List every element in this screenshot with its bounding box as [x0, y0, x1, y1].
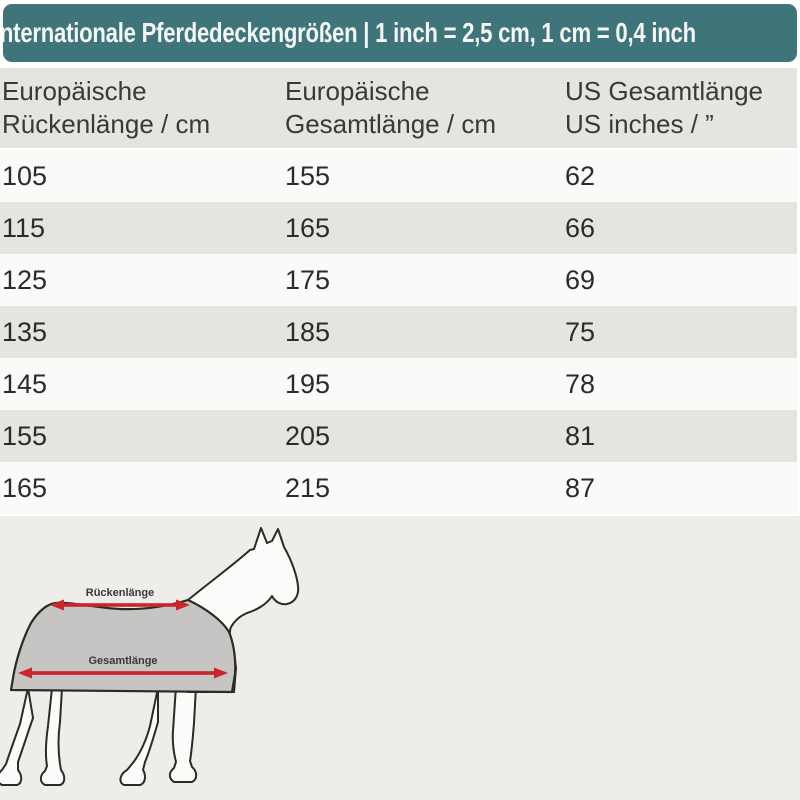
cell-us-inches: 87: [565, 472, 596, 503]
cell-total-length: 215: [285, 472, 331, 503]
cell-back-length: 165: [2, 472, 48, 503]
cell-us-inches: 62: [565, 160, 596, 191]
measurement-diagram-section: Rückenlänge Gesamtlänge: [0, 516, 800, 800]
back-length-arrow: [50, 599, 190, 611]
table-body: 105 155 62 115 165 66 125 175 69 135 185…: [0, 150, 797, 514]
back-length-label: Rückenlänge: [86, 587, 154, 599]
cell-us-inches: 81: [565, 420, 596, 451]
column-header-back-length: Europäische Rückenlänge / cm: [0, 75, 285, 141]
column-header-us-inches: US Gesamtlänge US inches / ”: [565, 75, 797, 141]
table-row: 135 185 75: [0, 306, 797, 358]
table-row: 125 175 69: [0, 254, 797, 306]
column-header-line: US inches / ”: [565, 109, 714, 139]
cell-total-length: 195: [285, 368, 331, 399]
total-length-label: Gesamtlänge: [88, 655, 157, 667]
column-header-line: US Gesamtlänge: [565, 76, 763, 106]
cell-back-length: 145: [2, 368, 48, 399]
cell-total-length: 205: [285, 420, 331, 451]
horse-blanket: [9, 598, 237, 694]
horse-leg-front-far: [119, 687, 159, 786]
cell-us-inches: 66: [565, 212, 596, 243]
table-header-row: Europäische Rückenlänge / cm Europäische…: [0, 68, 797, 148]
horse-leg-rear-far: [0, 687, 34, 786]
cell-total-length: 175: [285, 264, 331, 295]
table-row: 105 155 62: [0, 150, 797, 202]
banner-title: internationale Pferdedeckengrößen | 1 in…: [3, 17, 696, 48]
table-row: 115 165 66: [0, 202, 797, 254]
cell-us-inches: 75: [565, 316, 596, 347]
horse-leg-front-near: [168, 685, 198, 783]
cell-total-length: 165: [285, 212, 331, 243]
cell-back-length: 155: [2, 420, 48, 451]
cell-us-inches: 78: [565, 368, 596, 399]
size-table: Europäische Rückenlänge / cm Europäische…: [0, 68, 797, 514]
cell-total-length: 185: [285, 316, 331, 347]
column-header-line: Rückenlänge / cm: [2, 109, 211, 139]
cell-us-inches: 69: [565, 264, 596, 295]
cell-total-length: 155: [285, 160, 331, 191]
total-length-arrow: [18, 667, 228, 679]
cell-back-length: 125: [2, 264, 48, 295]
column-header-line: Gesamtlänge / cm: [285, 109, 496, 139]
column-header-line: Europäische: [285, 76, 430, 106]
table-row: 165 215 87: [0, 462, 797, 514]
cell-back-length: 135: [2, 316, 48, 347]
table-row: 145 195 78: [0, 358, 797, 410]
cell-back-length: 115: [2, 212, 46, 243]
cell-back-length: 105: [2, 160, 48, 191]
horse-diagram: Rückenlänge Gesamtlänge: [0, 527, 300, 786]
horse-leg-rear-near: [39, 687, 66, 786]
table-row: 155 205 81: [0, 410, 797, 462]
column-header-line: Europäische: [2, 76, 147, 106]
title-banner: internationale Pferdedeckengrößen | 1 in…: [3, 4, 797, 62]
column-header-total-length: Europäische Gesamtlänge / cm: [285, 75, 565, 141]
